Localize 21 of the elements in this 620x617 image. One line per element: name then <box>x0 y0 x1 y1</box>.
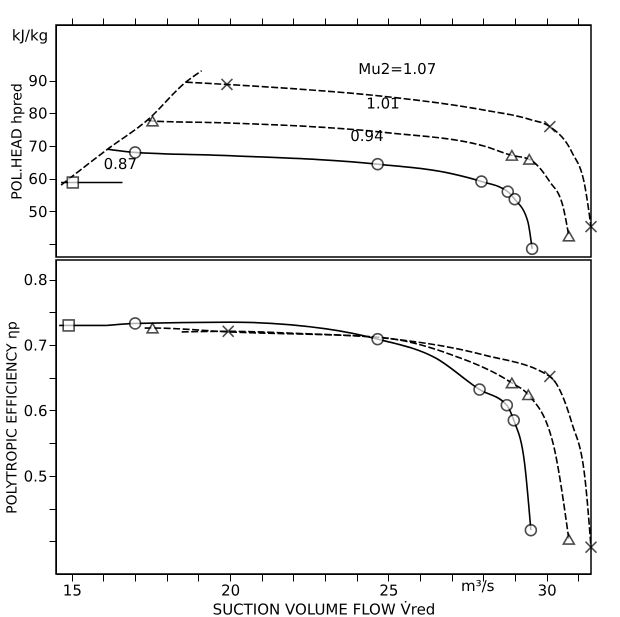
x-tick-label: 30 <box>538 582 557 600</box>
x-tick-label: 15 <box>62 582 82 600</box>
x-tick-label: 20 <box>221 582 240 600</box>
x-axis-title: SUCTION VOLUME FLOW V̇red <box>212 600 436 617</box>
annotation: Mu2=1.07 <box>358 60 436 78</box>
y-tick-label: 0.8 <box>24 271 48 290</box>
y-axis-title: POLYTROPIC EFFICIENCY ηp <box>4 321 21 514</box>
y-tick-label: 0.6 <box>24 402 48 420</box>
y-tick-label: 50 <box>28 202 48 221</box>
x-tick-label: 25 <box>379 582 398 600</box>
annotation: 0.87 <box>104 155 138 174</box>
y-tick-label: 60 <box>28 170 48 188</box>
y-axis-title: POL.HEAD hpred <box>9 83 26 200</box>
annotation: 1.01 <box>366 94 400 113</box>
y-tick-label: 70 <box>28 137 48 156</box>
y-tick-label: 80 <box>28 104 48 123</box>
text: m³/s <box>460 577 495 595</box>
y-tick-label: 90 <box>28 72 48 90</box>
text: kJ/kg <box>12 26 48 45</box>
y-tick-label: 0.5 <box>24 467 48 486</box>
y-tick-label: 0.7 <box>24 336 48 355</box>
